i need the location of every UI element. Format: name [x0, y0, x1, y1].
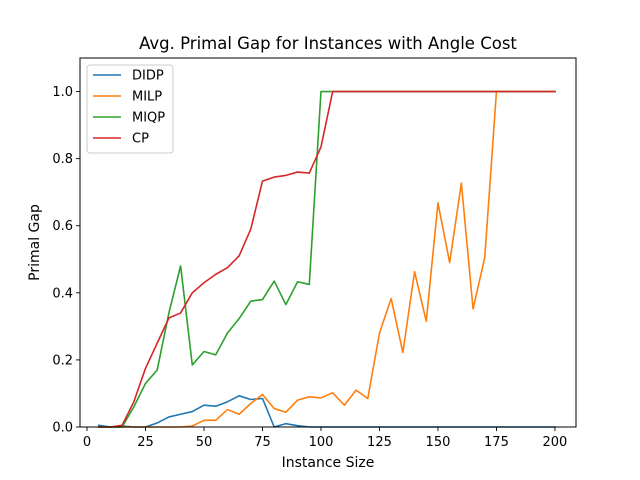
legend-box — [86, 64, 174, 154]
x-axis: 0 25 50 75 100 125 150 175 200 — [83, 427, 567, 450]
x-tick-label: 175 — [484, 435, 509, 450]
x-tick-label: 100 — [309, 435, 334, 450]
x-tick-label: 150 — [426, 435, 451, 450]
legend-label-milp: MILP — [132, 90, 162, 105]
legend-label-miqp: MIQP — [132, 111, 165, 126]
y-tick-label: 0.4 — [52, 286, 73, 301]
legend-label-cp: CP — [132, 132, 149, 147]
y-tick-label: 0.0 — [52, 421, 73, 436]
x-tick-label: 25 — [137, 435, 154, 450]
y-tick-label: 0.6 — [52, 219, 73, 234]
x-tick-label: 75 — [254, 435, 271, 450]
y-tick-label: 0.8 — [52, 152, 73, 167]
plot-frame — [79, 57, 577, 428]
x-tick-label: 0 — [83, 435, 91, 450]
chart-title: Avg. Primal Gap for Instances with Angle… — [139, 34, 517, 53]
x-tick-label: 50 — [196, 435, 213, 450]
y-tick-label: 1.0 — [52, 85, 73, 100]
y-axis: 0.0 0.2 0.4 0.6 0.8 1.0 — [52, 85, 80, 436]
legend: DIDP MILP MIQP CP — [86, 64, 174, 154]
legend-label-didp: DIDP — [132, 69, 164, 84]
series-line-didp — [97, 394, 556, 428]
x-tick-label: 125 — [367, 435, 392, 450]
series-line-cp — [97, 90, 556, 428]
x-axis-label: Instance Size — [282, 455, 375, 471]
y-axis-label: Primal Gap — [27, 204, 43, 281]
y-tick-label: 0.2 — [52, 353, 73, 368]
x-tick-label: 200 — [543, 435, 568, 450]
